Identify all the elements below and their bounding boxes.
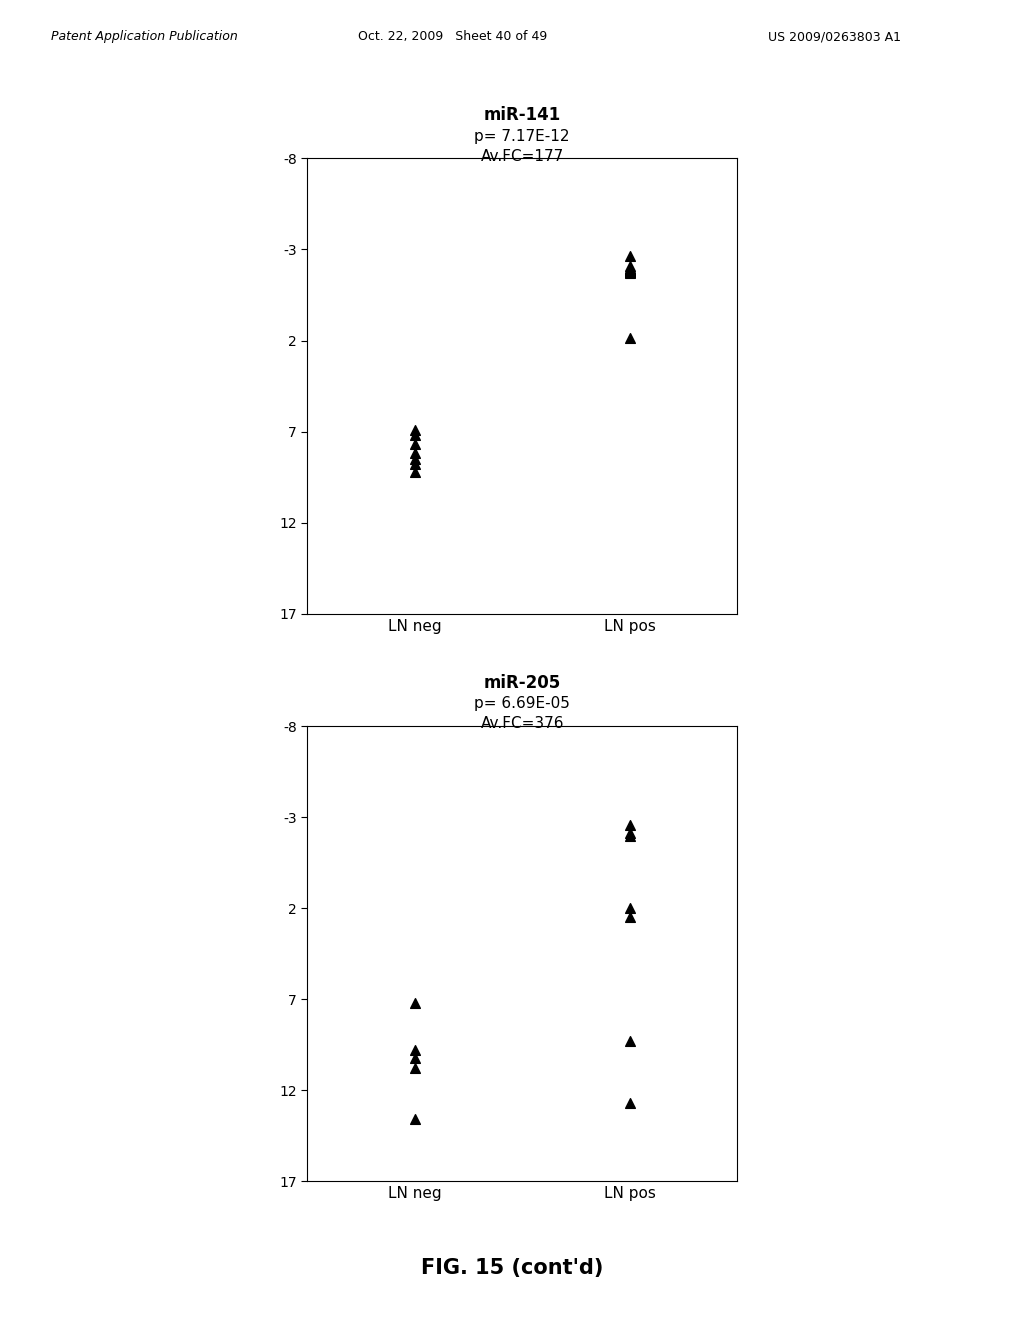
Point [407, 449, 423, 470]
Text: Av.FC=177: Av.FC=177 [480, 149, 564, 164]
Point [407, 454, 423, 475]
Text: p= 7.17E-12: p= 7.17E-12 [474, 129, 570, 144]
Text: p= 6.69E-05: p= 6.69E-05 [474, 697, 570, 711]
Text: miR-141: miR-141 [483, 106, 561, 124]
Point [407, 1047, 423, 1068]
Point [622, 259, 638, 280]
Point [622, 1031, 638, 1052]
Point [622, 907, 638, 928]
Point [407, 993, 423, 1014]
Point [622, 263, 638, 284]
Point [622, 261, 638, 282]
Point [622, 327, 638, 348]
Point [407, 420, 423, 441]
Text: Av.FC=376: Av.FC=376 [480, 717, 564, 731]
Text: US 2009/0263803 A1: US 2009/0263803 A1 [768, 30, 901, 44]
Text: Patent Application Publication: Patent Application Publication [51, 30, 238, 44]
Point [407, 444, 423, 465]
Text: Oct. 22, 2009   Sheet 40 of 49: Oct. 22, 2009 Sheet 40 of 49 [358, 30, 548, 44]
Point [622, 260, 638, 281]
Point [622, 822, 638, 843]
Text: FIG. 15 (cont'd): FIG. 15 (cont'd) [421, 1258, 603, 1278]
Point [622, 1093, 638, 1114]
Point [622, 257, 638, 279]
Text: miR-205: miR-205 [483, 673, 561, 692]
Point [622, 825, 638, 846]
Point [407, 425, 423, 446]
Point [622, 257, 638, 279]
Point [622, 898, 638, 919]
Point [622, 246, 638, 267]
Point [407, 1040, 423, 1061]
Point [622, 814, 638, 836]
Point [407, 1057, 423, 1078]
Point [622, 255, 638, 276]
Point [622, 260, 638, 281]
Point [622, 261, 638, 282]
Point [407, 434, 423, 455]
Point [407, 1109, 423, 1130]
Point [407, 461, 423, 482]
